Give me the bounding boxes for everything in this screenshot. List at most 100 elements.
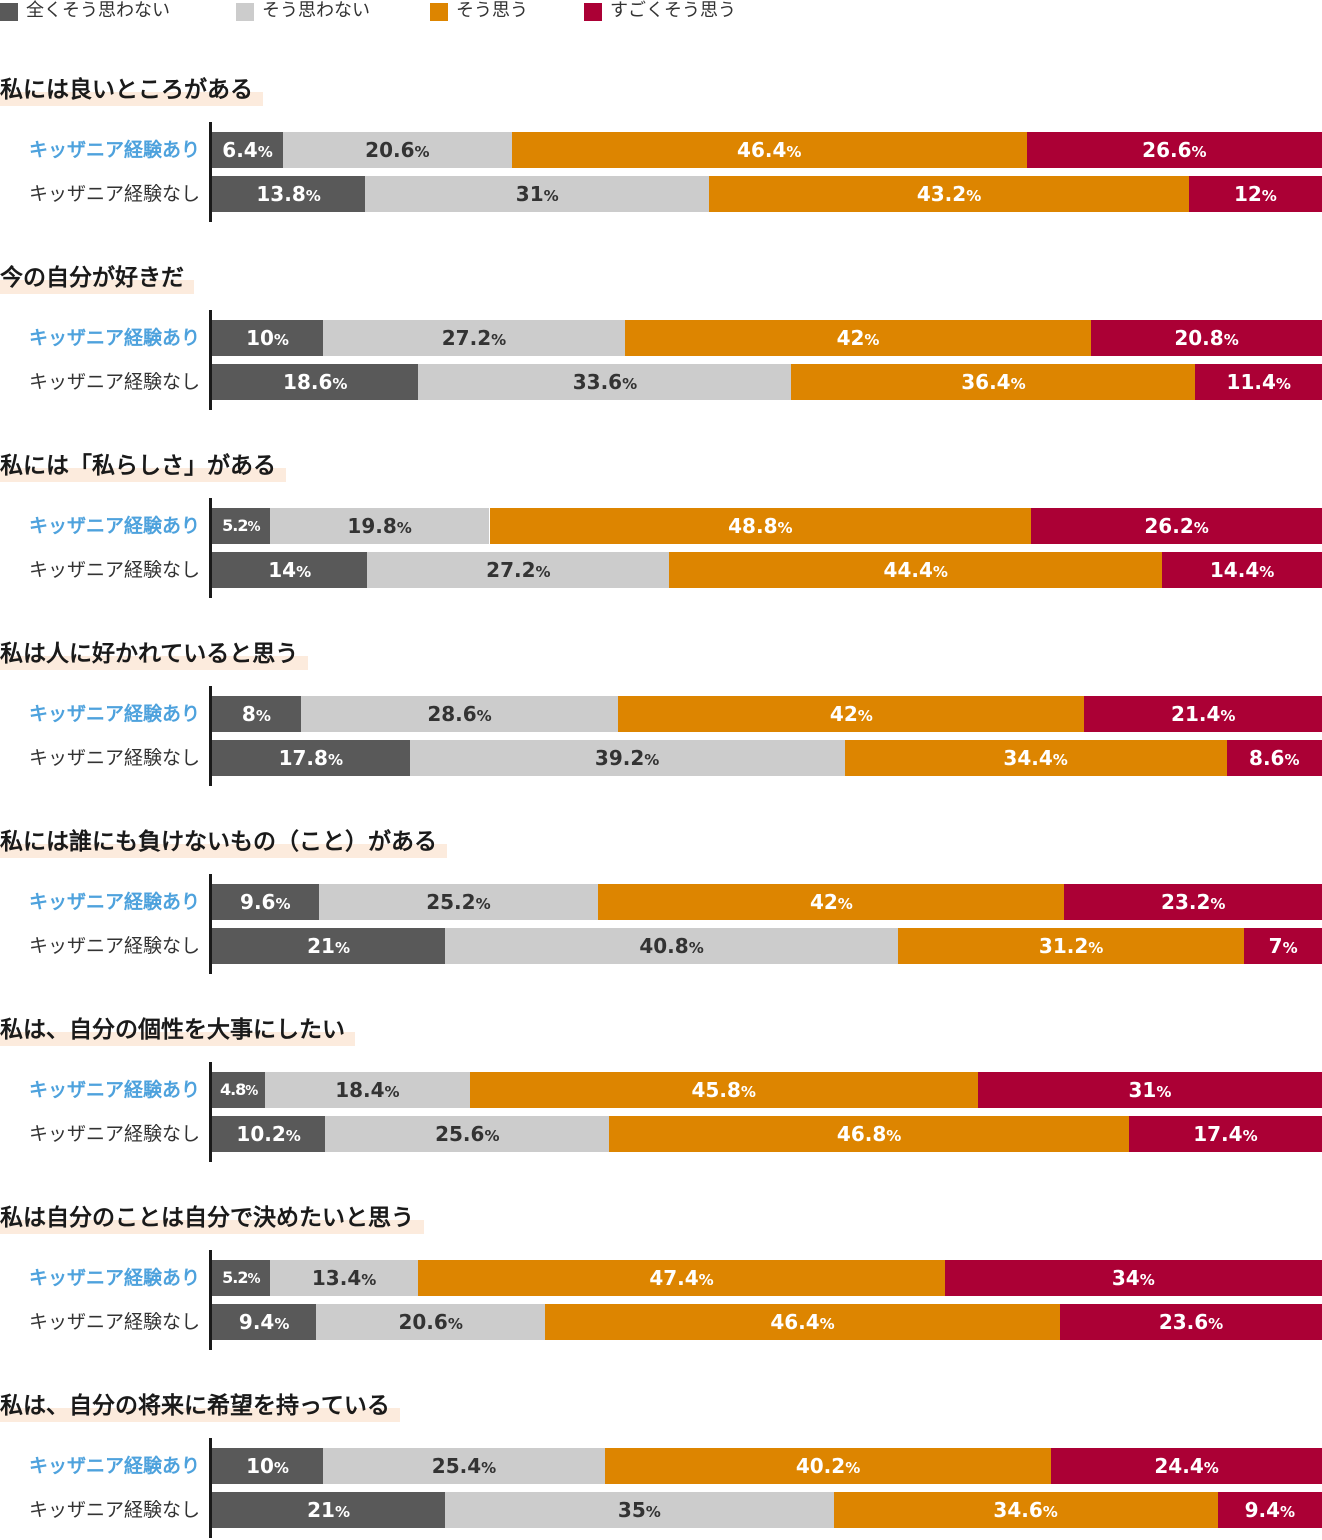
bar-value-label: 14%: [268, 552, 311, 588]
bar-value: 48.8: [728, 514, 778, 538]
row-label-with-experience: キッザニア経験あり: [28, 515, 200, 537]
bar-segment-agree: [489, 508, 1032, 544]
bar-segment-strongly-agree: [1064, 884, 1322, 920]
axis-line: [209, 1438, 212, 1538]
bar-value-label: 34.4%: [1003, 740, 1067, 776]
bar-value-unit: %: [1259, 563, 1275, 581]
bar-segment-strongly-disagree: [212, 1072, 266, 1108]
axis-line: [209, 1062, 212, 1162]
bar-value: 9.4: [1244, 1498, 1281, 1522]
bar-segment-strongly-disagree: [212, 740, 410, 776]
legend-swatch: [236, 3, 254, 21]
bar-value-label: 19.8%: [347, 508, 411, 544]
bar-segment-disagree: [300, 696, 619, 732]
bar-value: 25.6: [435, 1122, 485, 1146]
bar-value: 35: [617, 1498, 646, 1522]
bar-segment-disagree: [265, 1072, 470, 1108]
bar-value-unit: %: [698, 1271, 714, 1289]
bar-value: 34: [1111, 1266, 1140, 1290]
bar-value: 42: [809, 890, 838, 914]
bar-value-unit: %: [535, 563, 551, 581]
bar-value-label: 23.2%: [1161, 884, 1225, 920]
bar-value: 40.8: [639, 934, 689, 958]
question-title-text: 私は自分のことは自分で決めたいと思う: [0, 1205, 414, 1231]
bar-segment-agree: [618, 696, 1085, 732]
bar-value: 5.2: [222, 1268, 248, 1287]
question-title-text: 私には良いところがある: [0, 77, 253, 103]
bar-value-label: 14.4%: [1210, 552, 1274, 588]
bar-value: 13.4: [311, 1266, 362, 1290]
bar-value-label: 6.4%: [222, 132, 272, 168]
bar-value: 34.4: [1003, 746, 1053, 770]
bar-value-label: 36.4%: [961, 364, 1025, 400]
question-title: 今の自分が好きだ: [0, 262, 194, 294]
bar-segment-disagree: [445, 1492, 834, 1528]
bar-value-label: 45.8%: [692, 1072, 756, 1108]
bar-value-label: 46.8%: [837, 1116, 901, 1152]
bar-value-label: 31.2%: [1039, 928, 1103, 964]
bar-value-label: 4.8%: [219, 1072, 258, 1108]
bar-segment-disagree: [445, 928, 898, 964]
axis-line: [209, 874, 212, 974]
bar-value-label: 44.4%: [884, 552, 948, 588]
bar-value-label: 42%: [810, 884, 853, 920]
bar-value-label: 24.4%: [1154, 1448, 1218, 1484]
bar-value-unit: %: [247, 1272, 261, 1287]
bar-value-label: 7%: [1269, 928, 1298, 964]
bar-segment-strongly-agree: [1128, 1116, 1322, 1152]
bar-value: 10: [246, 326, 274, 350]
bar-segment-strongly-agree: [1026, 132, 1322, 168]
bar-value: 17.4: [1193, 1122, 1243, 1146]
title-highlight: [0, 1032, 355, 1046]
bar-value: 20.6: [365, 138, 415, 162]
bar-value-unit: %: [886, 1127, 902, 1145]
bar-value-label: 27.2%: [442, 320, 506, 356]
bar-value-unit: %: [361, 1271, 377, 1289]
row-label-without-experience: キッザニア経験なし: [28, 1499, 200, 1521]
bar-value-label: 20.6%: [398, 1304, 462, 1340]
bar-segment-disagree: [318, 884, 599, 920]
question-title-text: 私は、自分の将来に希望を持っている: [0, 1393, 390, 1419]
bar-segment-agree: [897, 928, 1245, 964]
bar-value-label: 10%: [246, 1448, 289, 1484]
bar-value-unit: %: [327, 751, 343, 769]
bar-segment-agree: [545, 1304, 1061, 1340]
bar-segment-strongly-agree: [1195, 364, 1322, 400]
bar-value-unit: %: [819, 1315, 835, 1333]
bar-value-label: 5.2%: [222, 1260, 261, 1296]
bar-segment-strongly-disagree: [212, 696, 301, 732]
bar-value-label: 39.2%: [595, 740, 659, 776]
bar-value-unit: %: [857, 707, 873, 725]
bar-value: 45.8: [691, 1078, 741, 1102]
axis-line: [209, 122, 212, 222]
bar-segment-disagree: [316, 1304, 545, 1340]
bar-segment-agree: [669, 552, 1163, 588]
bar-segment-strongly-agree: [1244, 928, 1322, 964]
bar-value-label: 5.2%: [222, 508, 260, 544]
legend-swatch: [584, 3, 602, 21]
bar-value-unit: %: [273, 1459, 289, 1477]
bar-segment-strongly-agree: [1162, 552, 1322, 588]
bar-value-label: 28.6%: [427, 696, 491, 732]
bar-value-unit: %: [255, 707, 271, 725]
legend-label: すごくそう思う: [610, 0, 736, 21]
legend-swatch: [0, 3, 18, 21]
bar-segment-agree: [709, 176, 1189, 212]
bar-value-unit: %: [837, 895, 853, 913]
bar-value: 42: [836, 326, 865, 350]
bar-value-unit: %: [285, 1127, 301, 1145]
bar-value: 40.2: [795, 1454, 846, 1478]
bar-value-unit: %: [786, 143, 802, 161]
bar-segment-strongly-agree: [944, 1260, 1322, 1296]
bar-value-unit: %: [484, 1127, 500, 1145]
bar-value-label: 46.4%: [737, 132, 801, 168]
bar-value: 18.4: [335, 1078, 385, 1102]
bar-value-unit: %: [845, 1459, 861, 1477]
bar-segment-disagree: [283, 132, 512, 168]
bar-value: 31.2: [1038, 934, 1089, 958]
bar-value-unit: %: [476, 707, 492, 725]
bar-value-unit: %: [274, 1315, 290, 1333]
bar-value-label: 31%: [1129, 1072, 1172, 1108]
bar-value-label: 18.4%: [335, 1072, 399, 1108]
bar-value: 4.8: [219, 1080, 246, 1099]
